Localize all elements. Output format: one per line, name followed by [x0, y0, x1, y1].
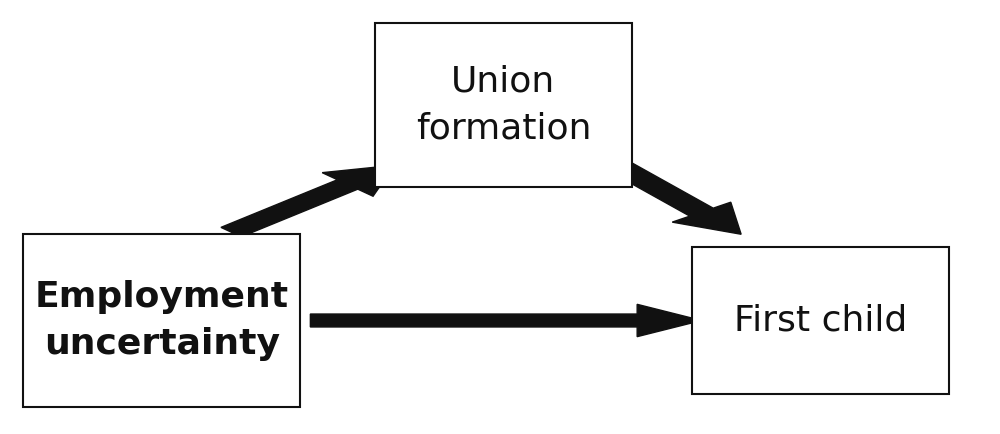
FancyArrow shape [606, 161, 741, 234]
FancyBboxPatch shape [692, 247, 949, 394]
Text: Employment
uncertainty: Employment uncertainty [35, 280, 289, 361]
Text: First child: First child [734, 303, 907, 338]
FancyArrow shape [310, 304, 702, 337]
FancyBboxPatch shape [23, 234, 300, 407]
FancyBboxPatch shape [375, 23, 632, 187]
Text: Union
formation: Union formation [416, 64, 591, 146]
FancyArrow shape [221, 165, 395, 237]
